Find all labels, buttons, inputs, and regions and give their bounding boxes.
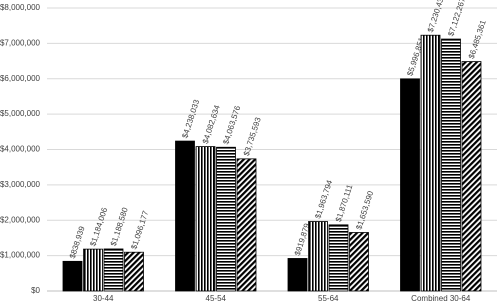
bar [175, 140, 195, 292]
x-tick-label: 30-44 [93, 294, 114, 303]
bar [103, 248, 124, 292]
bar [349, 232, 369, 292]
x-tick-label: 55-64 [318, 294, 339, 303]
bar [236, 158, 257, 292]
value-label: $7,122,267 [446, 0, 467, 37]
y-tick-label: $0 [31, 286, 40, 295]
value-label: $4,082,634 [201, 103, 222, 144]
y-tick-label: $8,000,000 [0, 3, 41, 12]
y-tick-label: $5,000,000 [0, 109, 41, 118]
x-tick-label: 45-54 [206, 294, 227, 303]
bar [308, 221, 328, 292]
value-label: $1,870,111 [334, 183, 355, 223]
bar [441, 38, 461, 292]
value-label: $4,063,576 [221, 104, 242, 145]
value-label: $1,653,590 [354, 189, 375, 230]
value-label: $6,485,361 [467, 18, 488, 59]
value-label: $1,188,580 [109, 206, 130, 247]
bar [216, 146, 236, 292]
y-tick-label: $6,000,000 [0, 74, 41, 83]
y-tick-label: $1,000,000 [0, 251, 41, 260]
bar [195, 146, 216, 292]
value-label: $1,096,177 [129, 209, 150, 250]
x-tick-label: Combined 30-64 [411, 294, 471, 303]
bar [400, 78, 420, 292]
value-label: $7,230,434 [426, 0, 447, 33]
bar [287, 258, 308, 292]
bar [83, 248, 103, 292]
bar [328, 224, 349, 292]
bar [461, 61, 482, 292]
bar [124, 251, 144, 292]
value-label: $3,735,593 [242, 116, 263, 157]
y-tick-label: $2,000,000 [0, 215, 41, 224]
value-label: $4,238,033 [180, 98, 201, 139]
bar [62, 260, 83, 292]
y-tick-label: $4,000,000 [0, 145, 41, 154]
bar [420, 34, 441, 292]
value-label: $1,184,006 [88, 206, 109, 247]
y-tick-label: $3,000,000 [0, 180, 41, 189]
y-tick-label: $7,000,000 [0, 38, 41, 47]
